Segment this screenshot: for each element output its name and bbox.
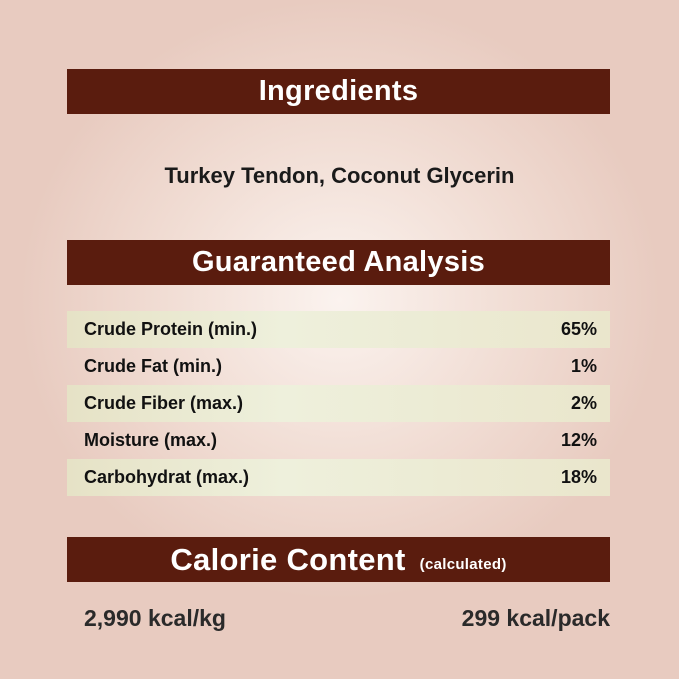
row-label: Crude Fat (min.) <box>84 356 222 376</box>
analysis-row: Crude Fiber (max.) 2% <box>67 385 610 422</box>
analysis-row: Moisture (max.) 12% <box>67 422 610 459</box>
row-label: Moisture (max.) <box>84 430 218 450</box>
row-value: 18% <box>560 467 597 487</box>
ingredients-banner: Ingredients <box>67 69 610 114</box>
row-value: 12% <box>560 430 597 450</box>
analysis-row: Carbohydrat (max.) 18% <box>67 459 610 496</box>
row-value: 2% <box>570 393 597 413</box>
row-label: Carbohydrat (max.) <box>84 467 250 487</box>
calorie-banner: Calorie Content (calculated) <box>67 537 610 582</box>
row-label: Crude Fiber (max.) <box>84 393 244 413</box>
ingredients-text: Turkey Tendon, Coconut Glycerin <box>164 163 515 188</box>
calorie-title: Calorie Content <box>170 541 406 577</box>
calorie-per-kg: 2,990 kcal/kg <box>84 605 226 631</box>
row-value: 65% <box>560 319 597 339</box>
analysis-row: Crude Fat (min.) 1% <box>67 348 610 385</box>
analysis-banner: Guaranteed Analysis <box>67 240 610 285</box>
calorie-note: (calculated) <box>419 556 507 573</box>
row-label: Crude Protein (min.) <box>84 319 258 339</box>
analysis-row: Crude Protein (min.) 65% <box>67 311 610 348</box>
ingredients-title: Ingredients <box>258 75 419 107</box>
analysis-title: Guaranteed Analysis <box>191 246 486 278</box>
calorie-per-pack: 299 kcal/pack <box>461 605 610 631</box>
row-value: 1% <box>570 356 597 376</box>
